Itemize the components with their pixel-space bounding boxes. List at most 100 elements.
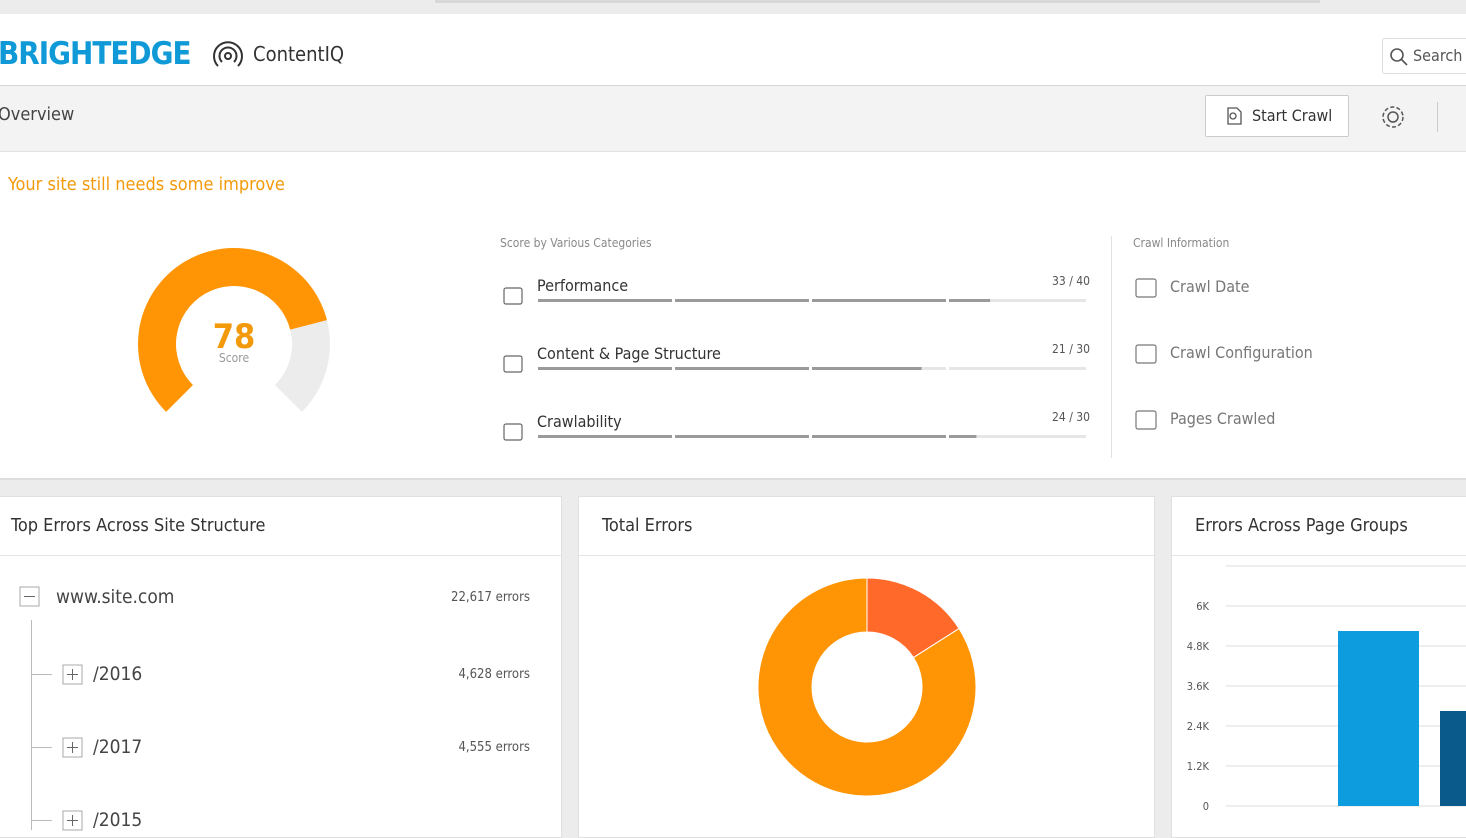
status-message: Your site still needs some improve bbox=[8, 174, 285, 195]
icon-shape bbox=[503, 423, 523, 441]
gauge-fill bbox=[138, 248, 327, 412]
errors-donut bbox=[757, 577, 977, 797]
tree-node: /2017 bbox=[93, 736, 143, 758]
tree-node: /2015 bbox=[93, 809, 143, 831]
crawl-icon bbox=[1135, 278, 1157, 298]
icon-shape bbox=[503, 287, 523, 305]
tree-line bbox=[31, 620, 32, 830]
url-bar bbox=[435, 0, 1320, 3]
category-score: 24 / 30 bbox=[1052, 410, 1090, 424]
categories-title: Score by Various Categories bbox=[500, 236, 652, 250]
crawl-info: Crawl Date Crawl Configuration Pages Crawl… bbox=[1130, 262, 1460, 462]
bar-gap bbox=[672, 435, 675, 438]
toolbar: Overview Start Crawl bbox=[0, 86, 1466, 152]
tree-root: www.site.com bbox=[56, 586, 175, 608]
icon-shape bbox=[503, 355, 523, 373]
expand-toggle[interactable] bbox=[62, 810, 84, 832]
panel-title: Top Errors Across Site Structure bbox=[11, 515, 266, 536]
page-title: Overview bbox=[0, 104, 75, 125]
crawl-title: Crawl Information bbox=[1133, 236, 1230, 250]
crawl-icon bbox=[1135, 410, 1157, 430]
icon-shape bbox=[1135, 278, 1157, 298]
y-tick-label: 1.2K bbox=[1187, 760, 1210, 773]
bar bbox=[1338, 631, 1419, 806]
panel-title: Total Errors bbox=[602, 515, 693, 536]
button-label: Start Crawl bbox=[1252, 106, 1333, 125]
crawl-item: Pages Crawled bbox=[1170, 409, 1276, 428]
gauge-track bbox=[275, 320, 330, 412]
category-icon bbox=[503, 355, 523, 373]
panel-header: Total Errors bbox=[579, 497, 1154, 556]
crawl-icon bbox=[1227, 107, 1242, 125]
total-errors-panel: Total Errors bbox=[578, 496, 1155, 838]
page-groups-panel: Errors Across Page Groups 0 1.2K 2.4K 3.6K 4… bbox=[1171, 496, 1466, 838]
category-list: Performance 33 / 40 Content & Page Structu… bbox=[498, 262, 1098, 472]
crawl-icon bbox=[1135, 344, 1157, 364]
y-tick-label: 0 bbox=[1203, 800, 1209, 813]
expand-toggle[interactable] bbox=[62, 737, 84, 759]
crawl-item: Crawl Date bbox=[1170, 277, 1250, 296]
score-value: 78 bbox=[213, 317, 256, 357]
bar-gap bbox=[946, 299, 949, 302]
icon-shape bbox=[1135, 344, 1157, 364]
category-icon bbox=[503, 287, 523, 305]
top-errors-panel: Top Errors Across Site Structure www.sit… bbox=[0, 496, 562, 838]
bar-gap bbox=[809, 299, 812, 302]
y-tick-label: 2.4K bbox=[1187, 720, 1210, 733]
category-name: Content & Page Structure bbox=[537, 344, 721, 363]
bar-gap bbox=[809, 367, 812, 370]
bar-gap bbox=[672, 299, 675, 302]
category-bar bbox=[538, 435, 1086, 438]
site-tree: www.site.com 22,617 errors/2016 4,628 erro… bbox=[0, 556, 561, 831]
panel-title: Errors Across Page Groups bbox=[1195, 515, 1408, 536]
category-score: 21 / 30 bbox=[1052, 342, 1090, 356]
bar-gap bbox=[946, 367, 949, 370]
donut-slice bbox=[757, 577, 977, 797]
category-bar bbox=[538, 367, 1086, 370]
panel-header: Errors Across Page Groups bbox=[1172, 497, 1466, 556]
expand-toggle[interactable] bbox=[19, 586, 41, 608]
bar-gap bbox=[672, 367, 675, 370]
score-label: Score bbox=[219, 351, 250, 365]
tree-connector bbox=[31, 820, 52, 821]
settings-icon[interactable] bbox=[1378, 102, 1408, 132]
expand-toggle[interactable] bbox=[62, 664, 84, 686]
bar bbox=[1440, 711, 1466, 806]
product-name[interactable]: ContentIQ bbox=[253, 42, 345, 66]
crawl-item: Crawl Configuration bbox=[1170, 343, 1313, 362]
bar-fill bbox=[538, 435, 977, 438]
header: BRIGHTEDGE ContentIQ Search bbox=[0, 14, 1466, 86]
page-groups-chart: 0 1.2K 2.4K 3.6K 4.8K 6K bbox=[1187, 565, 1466, 813]
divider bbox=[1111, 236, 1112, 458]
y-tick-label: 6K bbox=[1196, 600, 1209, 613]
tree-node: /2016 bbox=[93, 663, 143, 685]
panel-header: Top Errors Across Site Structure bbox=[0, 497, 561, 556]
bar-gap bbox=[946, 435, 949, 438]
divider bbox=[1437, 102, 1438, 132]
category-icon bbox=[503, 423, 523, 441]
search-label: Search bbox=[1413, 46, 1463, 65]
y-tick-label: 3.6K bbox=[1187, 680, 1210, 693]
bar-fill bbox=[538, 367, 922, 370]
browser-bar bbox=[0, 0, 1466, 14]
tree-connector bbox=[31, 747, 52, 748]
bar-fill bbox=[538, 299, 991, 302]
error-count: 4,628 errors bbox=[458, 667, 530, 682]
icon-shape bbox=[1135, 410, 1157, 430]
logo[interactable]: BRIGHTEDGE bbox=[0, 36, 192, 72]
error-count: 4,555 errors bbox=[458, 740, 530, 755]
error-count: 22,617 errors bbox=[451, 590, 530, 605]
search-box[interactable]: Search bbox=[1382, 38, 1466, 74]
category-score: 33 / 40 bbox=[1052, 274, 1090, 288]
category-name: Performance bbox=[537, 276, 629, 295]
start-crawl-button[interactable]: Start Crawl bbox=[1205, 95, 1349, 137]
category-name: Crawlability bbox=[537, 412, 622, 431]
tree-connector bbox=[31, 674, 52, 675]
summary-section: Your site still needs some improve 78 Sco… bbox=[0, 152, 1466, 480]
y-tick-label: 4.8K bbox=[1187, 640, 1210, 653]
search-icon bbox=[1390, 48, 1408, 66]
product-icon bbox=[213, 41, 243, 67]
category-bar bbox=[538, 299, 1086, 302]
bar-gap bbox=[809, 435, 812, 438]
